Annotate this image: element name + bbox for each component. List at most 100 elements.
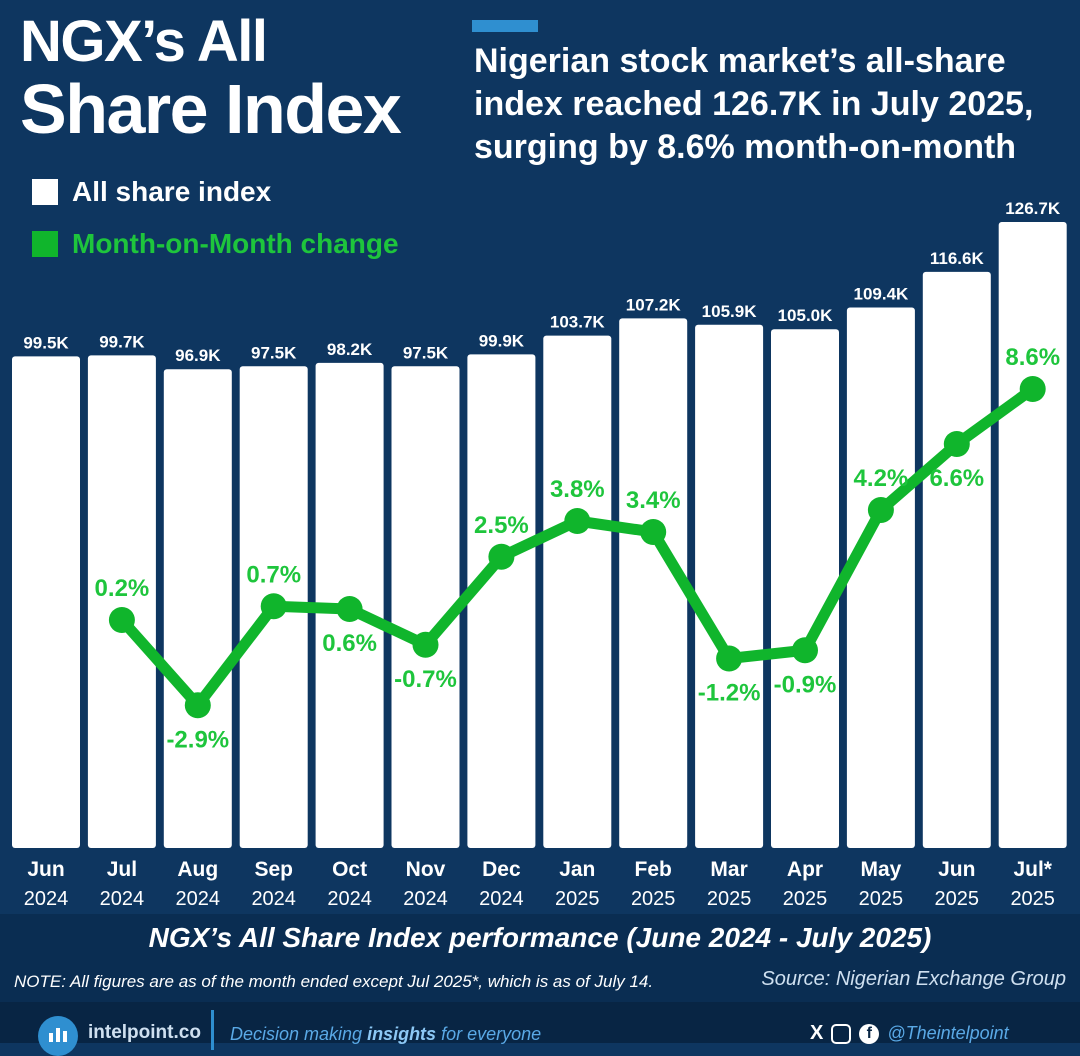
bar-value-label: 105.0K bbox=[778, 306, 834, 325]
x-tick-month: Aug bbox=[177, 858, 218, 881]
x-tick-year: 2025 bbox=[783, 888, 828, 910]
x-icon[interactable]: X bbox=[810, 1022, 824, 1044]
mom-point bbox=[716, 645, 743, 672]
mom-value-label: 0.2% bbox=[95, 575, 150, 602]
mom-value-label: 6.6% bbox=[929, 465, 984, 492]
legend-label-mom: Month-on-Month change bbox=[72, 228, 399, 259]
chart-caption: NGX’s All Share Index performance (June … bbox=[148, 922, 932, 953]
x-tick-year: 2024 bbox=[251, 888, 296, 910]
chart-title: NGX’s All Share Index bbox=[20, 9, 402, 148]
x-tick-year: 2024 bbox=[479, 888, 524, 910]
mom-point bbox=[867, 497, 894, 523]
mom-value-label: 3.4% bbox=[626, 487, 681, 514]
source-credit: Source: Nigerian Exchange Group bbox=[761, 968, 1066, 990]
social-links: X f @Theintelpoint bbox=[810, 1022, 1009, 1045]
bottom-bar bbox=[0, 1002, 1080, 1043]
bar-value-label: 96.9K bbox=[175, 346, 221, 365]
x-tick-year: 2024 bbox=[176, 888, 221, 910]
index-bar bbox=[846, 307, 915, 848]
x-tick-month: Jul* bbox=[1013, 858, 1052, 881]
mom-value-label: -1.2% bbox=[698, 680, 761, 707]
mom-point bbox=[564, 508, 591, 534]
bar-value-label: 98.2K bbox=[327, 340, 373, 359]
legend-item-index: All share index bbox=[32, 176, 271, 208]
mom-point bbox=[792, 637, 818, 664]
legend-label-index: All share index bbox=[72, 176, 272, 207]
x-tick-year: 2025 bbox=[707, 888, 752, 910]
brand-name: intelpoint.co bbox=[88, 1022, 201, 1043]
x-tick-month: Oct bbox=[332, 858, 367, 881]
instagram-icon[interactable] bbox=[831, 1023, 852, 1044]
tagline: Decision making insights for everyone bbox=[230, 1024, 541, 1045]
mom-point bbox=[1019, 376, 1046, 402]
x-tick-year: 2024 bbox=[327, 888, 372, 910]
index-bar bbox=[87, 355, 156, 848]
index-bar bbox=[922, 271, 991, 849]
footer-divider bbox=[211, 1010, 214, 1050]
legend-item-mom: Month-on-Month change bbox=[32, 228, 399, 260]
x-tick-month: May bbox=[860, 858, 901, 881]
legend-swatch-white bbox=[32, 179, 58, 205]
mom-value-label: 3.8% bbox=[550, 476, 605, 503]
mom-point bbox=[488, 543, 515, 570]
mom-value-label: 2.5% bbox=[474, 512, 529, 539]
x-tick-month: Sep bbox=[254, 858, 293, 881]
logo-icon bbox=[38, 1016, 78, 1056]
tagline-pre: Decision making bbox=[230, 1024, 368, 1044]
x-tick-year: 2025 bbox=[859, 888, 904, 910]
mom-point bbox=[336, 596, 363, 622]
mom-point bbox=[943, 431, 970, 457]
mom-point bbox=[412, 631, 439, 658]
index-bar bbox=[12, 356, 80, 848]
bar-value-label: 103.7K bbox=[550, 313, 606, 332]
x-tick-month: Dec bbox=[482, 858, 521, 881]
bar-value-label: 99.9K bbox=[479, 331, 525, 350]
chart-plot: 99.5K Jun 2024 99.7K Jul 2024 96.9K Aug 2024 97.5… bbox=[12, 199, 1067, 910]
bar-value-label: 126.7K bbox=[1005, 199, 1061, 218]
index-bar bbox=[391, 366, 460, 848]
index-bar bbox=[695, 324, 764, 848]
social-handle[interactable]: @Theintelpoint bbox=[887, 1023, 1009, 1043]
x-tick-year: 2025 bbox=[1010, 888, 1055, 910]
mom-point bbox=[260, 593, 287, 620]
bar-value-label: 97.5K bbox=[403, 343, 449, 362]
mom-value-label: 8.6% bbox=[1005, 344, 1060, 371]
x-tick-month: Jun bbox=[27, 858, 64, 881]
x-tick-month: Feb bbox=[635, 858, 672, 881]
x-tick-year: 2024 bbox=[24, 888, 69, 910]
mom-point bbox=[640, 519, 667, 545]
tagline-post: for everyone bbox=[436, 1024, 542, 1044]
x-tick-month: Nov bbox=[406, 858, 446, 881]
bar-value-label: 105.9K bbox=[702, 302, 758, 321]
mom-point bbox=[108, 607, 135, 633]
x-tick-year: 2025 bbox=[631, 888, 676, 910]
x-tick-year: 2024 bbox=[100, 888, 145, 910]
bar-value-label: 109.4K bbox=[853, 284, 909, 303]
accent-bar bbox=[472, 20, 538, 32]
index-bar bbox=[543, 335, 612, 848]
facebook-icon[interactable]: f bbox=[859, 1023, 880, 1044]
legend-swatch-green bbox=[32, 231, 58, 257]
index-bar bbox=[619, 318, 688, 848]
bar-value-label: 99.5K bbox=[23, 333, 69, 352]
x-tick-month: Jan bbox=[559, 858, 595, 881]
mom-value-label: 0.6% bbox=[322, 630, 377, 657]
mom-value-label: 4.2% bbox=[854, 465, 909, 492]
headline: Nigerian stock market’s all-share index … bbox=[474, 42, 1034, 166]
index-bar bbox=[163, 369, 232, 848]
x-tick-year: 2025 bbox=[935, 888, 980, 910]
bar-value-label: 107.2K bbox=[626, 295, 682, 314]
x-tick-month: Jun bbox=[938, 858, 975, 881]
mom-value-label: -0.9% bbox=[774, 671, 837, 698]
title-line-2: Share Index bbox=[20, 70, 402, 148]
x-tick-year: 2025 bbox=[555, 888, 600, 910]
index-bar bbox=[998, 222, 1067, 848]
mom-point bbox=[184, 692, 211, 719]
bar-value-label: 99.7K bbox=[99, 332, 145, 351]
x-tick-month: Mar bbox=[710, 858, 747, 881]
mom-value-label: -2.9% bbox=[166, 726, 229, 753]
x-tick-month: Jul bbox=[107, 858, 137, 881]
footnote: NOTE: All figures are as of the month en… bbox=[14, 972, 654, 991]
bar-value-label: 116.6K bbox=[930, 249, 985, 268]
title-line-1: NGX’s All bbox=[20, 9, 268, 74]
